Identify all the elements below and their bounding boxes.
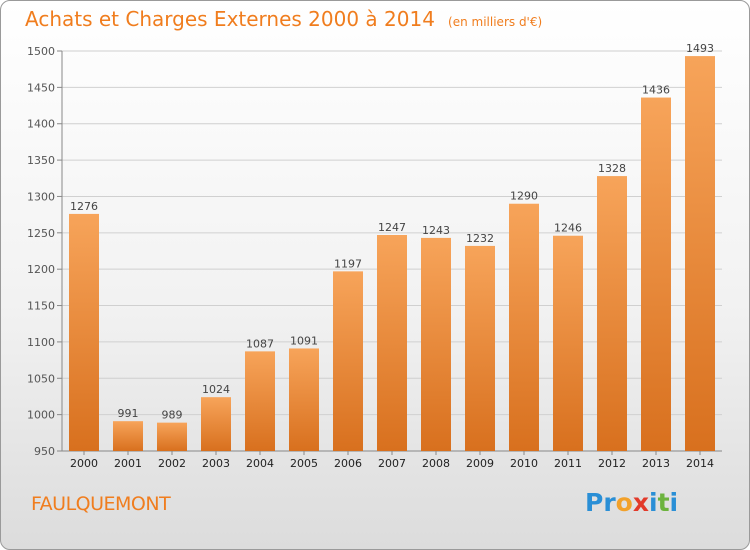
x-tick-label-2014: 2014	[686, 457, 714, 470]
chart-subtitle: (en milliers d'€)	[448, 15, 543, 29]
y-tick-label: 1150	[27, 300, 55, 313]
x-tick-label-2006: 2006	[334, 457, 362, 470]
value-label-2013: 1436	[642, 84, 670, 97]
x-tick-label-2012: 2012	[598, 457, 626, 470]
value-label-2003: 1024	[202, 383, 230, 396]
y-tick-label: 1100	[27, 336, 55, 349]
x-tick-label-2001: 2001	[114, 457, 142, 470]
value-labels: 1276 991 989 1024 1087 1091 1197 1247 1243 1232 12…	[70, 42, 714, 422]
logo-letter: t	[657, 488, 670, 517]
x-tick-label-2005: 2005	[290, 457, 318, 470]
x-tick-label-2008: 2008	[422, 457, 450, 470]
x-tick-label-2004: 2004	[246, 457, 274, 470]
x-tick-label-2009: 2009	[466, 457, 494, 470]
y-tick-label: 1200	[27, 263, 55, 276]
bar-2013	[641, 97, 671, 451]
x-tick-label-2013: 2013	[642, 457, 670, 470]
logo-letter: P	[585, 488, 604, 517]
logo-letter: x	[632, 488, 649, 517]
chart-title: Achats et Charges Externes 2000 à 2014	[25, 7, 435, 31]
value-label-2009: 1232	[466, 232, 494, 245]
value-label-2002: 989	[162, 409, 183, 422]
value-label-2005: 1091	[290, 334, 318, 347]
bar-2006	[333, 271, 363, 451]
bar-2000	[69, 213, 99, 451]
logo-letter: i	[649, 488, 658, 517]
bar-2010	[509, 203, 539, 451]
bar-2004	[245, 351, 275, 451]
bar-2012	[597, 176, 627, 451]
title-row: Achats et Charges Externes 2000 à 2014 (…	[25, 7, 542, 31]
logo-letter: o	[615, 488, 633, 517]
bar-2003	[201, 397, 231, 451]
value-label-2001: 991	[118, 407, 139, 420]
value-label-2006: 1197	[334, 257, 362, 270]
y-tick-label: 1250	[27, 227, 55, 240]
x-tick-label-2003: 2003	[202, 457, 230, 470]
logo-letter: i	[669, 488, 679, 517]
y-tick-label: 1450	[27, 81, 55, 94]
bar-2014	[685, 56, 715, 451]
bar-2007	[377, 235, 407, 451]
x-tick-label-2011: 2011	[554, 457, 582, 470]
logo-letter: r	[603, 488, 616, 517]
x-tick-label-2007: 2007	[378, 457, 406, 470]
bar-2009	[465, 245, 495, 451]
bar-2011	[553, 235, 583, 451]
y-tick-label: 1500	[27, 45, 55, 58]
y-tick-label: 950	[34, 445, 55, 458]
proxiti-logo: Proxiti	[585, 488, 678, 517]
value-label-2014: 1493	[686, 42, 714, 55]
bar-2001	[113, 421, 143, 451]
x-tick-label-2002: 2002	[158, 457, 186, 470]
y-tick-label: 1300	[27, 190, 55, 203]
value-label-2008: 1243	[422, 224, 450, 237]
value-label-2012: 1328	[598, 162, 626, 175]
bar-2002	[157, 422, 187, 451]
x-axis: 2000 2001 2002 2003 2004 2005 2006 2007 2008 2009…	[70, 451, 714, 470]
x-tick-label-2010: 2010	[510, 457, 538, 470]
y-tick-label: 1050	[27, 372, 55, 385]
value-label-2000: 1276	[70, 200, 98, 213]
y-tick-label: 1000	[27, 409, 55, 422]
bars	[69, 56, 715, 451]
y-tick-label: 1350	[27, 154, 55, 167]
bar-2005	[289, 348, 319, 451]
value-label-2007: 1247	[378, 221, 406, 234]
value-label-2010: 1290	[510, 190, 538, 203]
y-tick-label: 1400	[27, 118, 55, 131]
place-name: FAULQUEMONT	[31, 493, 171, 515]
bar-2008	[421, 237, 451, 451]
value-label-2004: 1087	[246, 337, 274, 350]
value-label-2011: 1246	[554, 222, 582, 235]
x-tick-label-2000: 2000	[70, 457, 98, 470]
